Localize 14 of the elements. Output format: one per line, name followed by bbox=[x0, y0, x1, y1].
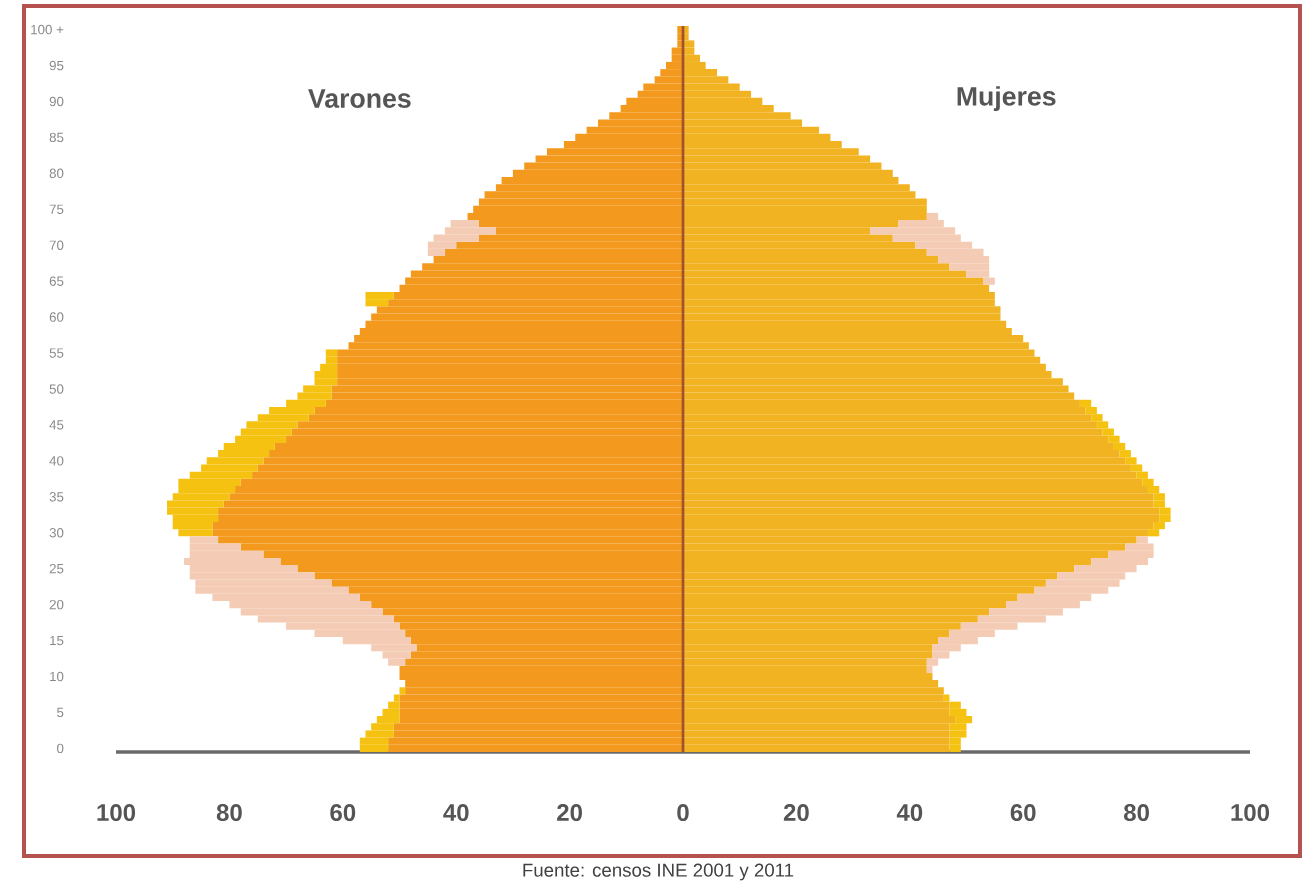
x-tick-label: 100 bbox=[97, 804, 136, 822]
x-tick-label: 80 bbox=[1123, 804, 1149, 822]
x-tick-label: 20 bbox=[557, 804, 582, 822]
annotation: Varones bbox=[308, 89, 411, 108]
x-tick-label: 100 bbox=[1231, 804, 1270, 822]
source-note: Fuente: censos INE 2001 y 2011 bbox=[523, 863, 794, 881]
x-tick-label: 60 bbox=[330, 804, 356, 822]
x-tick-label: 80 bbox=[216, 804, 242, 822]
annotation: Mujeres bbox=[957, 86, 1056, 112]
x-tick-label: 40 bbox=[896, 804, 923, 822]
x-tick-label: 20 bbox=[783, 804, 809, 822]
x-tick-label: 0 bbox=[677, 804, 689, 822]
x-tick-label: 60 bbox=[1010, 804, 1036, 822]
x-tick-label: 40 bbox=[443, 804, 469, 822]
